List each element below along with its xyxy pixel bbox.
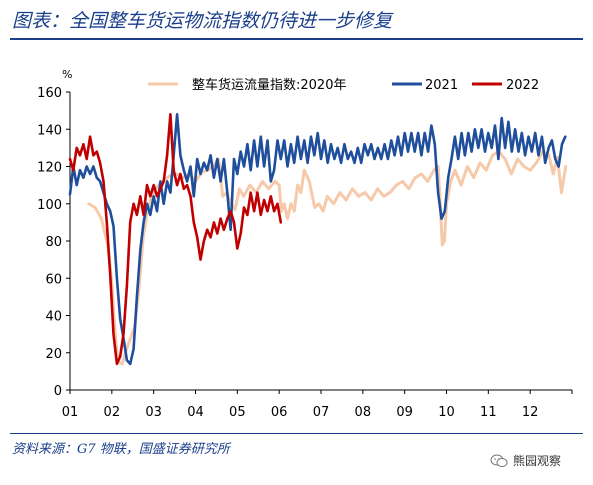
x-tick-label: 06 [271, 405, 288, 420]
chart: 0 20 40 60 80 100 120 140 160 01 02 03 04 05 06 07 08 09… [37, 68, 573, 420]
x-tick-label: 09 [396, 405, 413, 420]
series-line-2022 [68, 113, 283, 366]
series-line-2021 [68, 113, 567, 366]
y-tick-label: 140 [37, 123, 62, 138]
y-tick-label: 80 [45, 235, 62, 250]
y-tick-label: 160 [37, 86, 62, 101]
y-axis: 0 20 40 60 80 100 120 140 160 [37, 86, 71, 399]
y-tick-label: 0 [54, 384, 62, 399]
watermark-text: 熊园观察 [513, 454, 562, 468]
legend-label-2021: 2021 [425, 78, 458, 93]
chart-title: 图表：全国整车货运物流指数仍待进一步修复 [12, 10, 393, 32]
y-tick-label: 120 [37, 161, 62, 176]
x-tick-label: 07 [313, 405, 330, 420]
y-tick-label: 20 [45, 347, 62, 362]
title-divider [10, 38, 583, 40]
y-tick-label: 40 [45, 310, 62, 325]
wechat-icon [490, 454, 508, 467]
y-tick-label: 100 [37, 198, 62, 213]
x-tick-label: 10 [438, 405, 455, 420]
watermark: 熊园观察 [490, 452, 561, 469]
y-tick-label: 60 [45, 272, 62, 287]
x-tick-label: 05 [229, 405, 246, 420]
x-axis: 01 02 03 04 05 06 07 08 09 10 11 12 [62, 389, 573, 420]
x-tick-label: 11 [480, 405, 497, 420]
series-lines [68, 113, 568, 366]
x-tick-label: 02 [104, 405, 121, 420]
y-axis-unit: % [62, 68, 72, 81]
legend: 整车货运流量指数:2020年 2021 2022 [148, 77, 539, 93]
legend-label-2022: 2022 [506, 78, 539, 93]
x-tick-label: 12 [522, 405, 539, 420]
x-tick-label: 08 [355, 405, 372, 420]
x-tick-label: 01 [62, 405, 79, 420]
legend-label-2020: 整车货运流量指数:2020年 [192, 77, 346, 93]
source-note: 资料来源：G7 物联，国盛证券研究所 [12, 442, 230, 457]
footer-divider [10, 433, 583, 434]
x-tick-label: 03 [145, 405, 162, 420]
x-tick-label: 04 [187, 405, 204, 420]
